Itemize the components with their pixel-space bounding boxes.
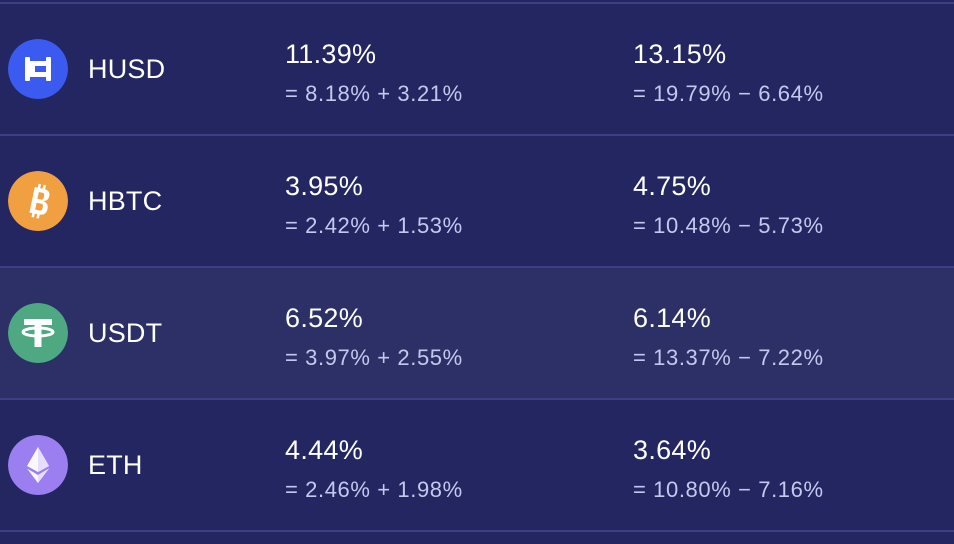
rate-value: 6.14% <box>633 303 712 333</box>
row-divider <box>0 134 954 136</box>
coin-symbol: HBTC <box>88 186 163 216</box>
table-row-usdt[interactable]: USDT 6.52% = 3.97% + 2.55% 6.14% = 13.37… <box>0 268 954 398</box>
coin-symbol: USDT <box>88 318 163 348</box>
rate-value: 3.64% <box>633 435 712 465</box>
rate-value: 6.52% <box>285 303 364 333</box>
coin-symbol: ETH <box>88 450 143 480</box>
row-divider <box>0 398 954 400</box>
rate-formula: = 10.80% − 7.16% <box>633 477 824 502</box>
row-divider <box>0 530 954 532</box>
rate-formula: = 8.18% + 3.21% <box>285 81 463 106</box>
tether-icon <box>8 303 68 363</box>
rate-formula: = 10.48% − 5.73% <box>633 213 824 238</box>
rate-value: 3.95% <box>285 171 364 201</box>
coin-symbol: HUSD <box>88 54 166 84</box>
rate-formula: = 13.37% − 7.22% <box>633 345 824 370</box>
rate-value: 4.44% <box>285 435 364 465</box>
row-divider <box>0 2 954 4</box>
ethereum-icon <box>8 435 68 495</box>
row-divider <box>0 266 954 268</box>
table-row-husd[interactable]: HUSD 11.39% = 8.18% + 3.21% 13.15% = 19.… <box>0 4 954 134</box>
rate-formula: = 2.42% + 1.53% <box>285 213 463 238</box>
husd-icon <box>8 39 68 99</box>
rate-formula: = 2.46% + 1.98% <box>285 477 463 502</box>
table-row-hbtc[interactable]: HBTC 3.95% = 2.42% + 1.53% 4.75% = 10.48… <box>0 136 954 266</box>
rate-value: 4.75% <box>633 171 712 201</box>
rate-formula: = 19.79% − 6.64% <box>633 81 824 106</box>
rate-value: 11.39% <box>285 39 377 69</box>
rate-value: 13.15% <box>633 39 727 69</box>
bitcoin-icon <box>8 171 68 231</box>
table-row-eth[interactable]: ETH 4.44% = 2.46% + 1.98% 3.64% = 10.80%… <box>0 400 954 530</box>
rate-formula: = 3.97% + 2.55% <box>285 345 463 370</box>
